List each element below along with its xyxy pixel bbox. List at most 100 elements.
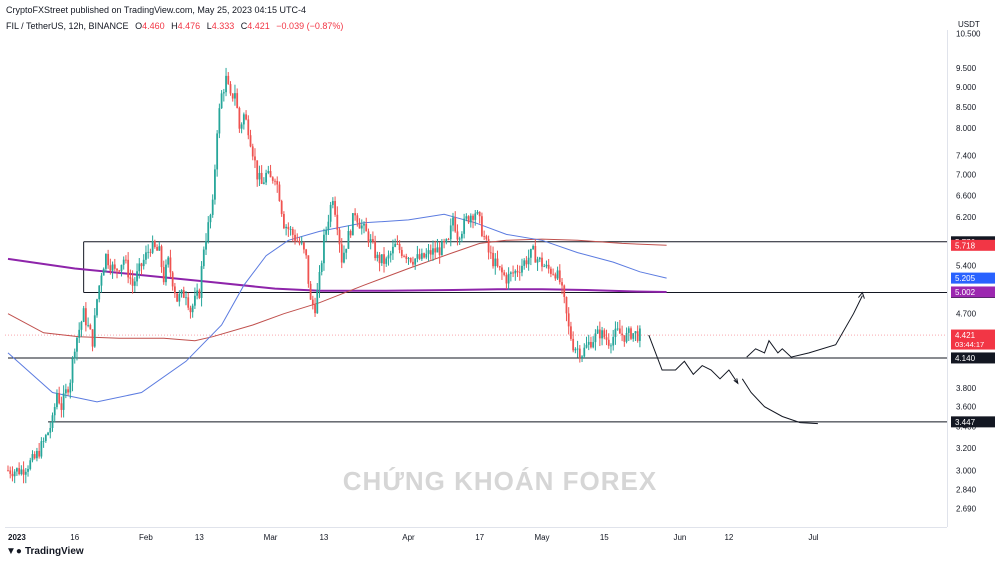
projection-path[interactable]	[648, 334, 739, 384]
candle-body	[120, 264, 123, 272]
candle-body	[196, 290, 199, 296]
candle-body	[160, 246, 163, 268]
candle-body	[407, 257, 410, 259]
tradingview-brand[interactable]: ▼● TradingView	[6, 546, 84, 557]
candle-body	[36, 450, 38, 459]
candle-body	[414, 258, 417, 265]
candle-body	[614, 328, 617, 338]
candle-body	[550, 268, 552, 274]
candle-body	[545, 264, 548, 267]
y-tick-label: 8.000	[956, 124, 977, 133]
candle-body	[634, 331, 637, 334]
projection-path[interactable]	[746, 295, 863, 358]
candle-body	[610, 345, 612, 347]
candle-body	[145, 252, 147, 260]
candle-body	[527, 257, 530, 265]
candle-body	[436, 247, 439, 253]
low-value: 4.333	[211, 21, 235, 31]
candle-body	[87, 324, 89, 326]
candle-body	[380, 254, 383, 264]
candle-body	[547, 264, 550, 269]
candle-body	[434, 248, 437, 253]
candle-body	[567, 313, 570, 327]
candle-body	[107, 253, 110, 266]
x-tick-label: Feb	[139, 533, 153, 542]
projection-path[interactable]	[741, 378, 818, 425]
close-value: 4.421	[247, 21, 270, 31]
candle-body	[24, 471, 27, 475]
candle-body	[351, 213, 354, 236]
candle-body	[592, 342, 595, 348]
candle-body	[365, 223, 368, 232]
candle-body	[385, 258, 388, 264]
candle-body	[627, 328, 630, 333]
candle-body	[274, 180, 276, 182]
candle-body	[514, 270, 517, 274]
candle-body	[62, 393, 65, 410]
price-price-label-timer: 03:44:17	[955, 340, 984, 349]
candle-body	[125, 259, 127, 261]
candle-body	[509, 272, 512, 274]
candle-body	[82, 308, 85, 322]
candle-body	[109, 265, 112, 271]
candle-body	[412, 261, 414, 265]
candle-body	[532, 246, 534, 249]
candle-body	[360, 225, 363, 229]
candle-body	[13, 471, 16, 477]
candle-body	[570, 326, 572, 339]
candle-body	[449, 225, 452, 240]
candle-body	[636, 331, 639, 341]
candle-body	[372, 239, 374, 242]
candle-body	[581, 356, 583, 358]
candle-body	[489, 252, 492, 254]
candle-body	[618, 328, 621, 334]
candle-body	[198, 290, 201, 298]
y-tick-label: 6.200	[956, 213, 977, 222]
candle-body	[345, 248, 348, 253]
candle-body	[487, 239, 490, 253]
candle-body	[311, 299, 314, 305]
candle-body	[554, 274, 557, 279]
x-tick-label: 13	[319, 533, 328, 542]
candle-body	[147, 251, 150, 253]
x-tick-label: Jun	[673, 533, 686, 542]
candle-body	[247, 119, 250, 136]
x-tick-label: Mar	[264, 533, 278, 542]
candle-body	[182, 290, 185, 298]
candle-body	[314, 304, 316, 314]
candle-body	[481, 216, 483, 237]
candle-body	[534, 246, 537, 263]
candle-body	[607, 339, 610, 346]
candle-body	[225, 75, 227, 93]
candle-body	[585, 344, 588, 348]
candle-body	[291, 229, 294, 235]
candle-body	[102, 268, 105, 276]
candle-body	[438, 247, 441, 256]
candle-body	[207, 222, 210, 242]
candle-body	[561, 282, 563, 286]
y-tick-label: 5.400	[956, 261, 977, 270]
candle-body	[47, 432, 49, 436]
symbol-name[interactable]: FIL / TetherUS, 12h, BINANCE	[6, 21, 129, 31]
candle-body	[73, 351, 76, 359]
candle-body	[429, 250, 432, 255]
y-tick-label: 7.000	[956, 171, 977, 180]
candle-body	[142, 259, 145, 267]
candle-body	[76, 337, 78, 352]
candle-body	[363, 223, 365, 226]
candle-body	[78, 329, 81, 338]
y-tick-label: 6.600	[956, 191, 977, 200]
candle-body	[296, 240, 299, 242]
candle-body	[329, 204, 332, 222]
candle-body	[69, 382, 72, 393]
candle-body	[100, 275, 103, 286]
tradingview-brand-text: TradingView	[24, 546, 84, 557]
candle-body	[578, 348, 581, 358]
candle-body	[116, 268, 118, 271]
candle-body	[200, 266, 203, 298]
x-tick-label: Jul	[808, 533, 818, 542]
candle-body	[472, 215, 474, 220]
y-tick-label: 3.200	[956, 444, 977, 453]
candle-body	[572, 338, 575, 351]
